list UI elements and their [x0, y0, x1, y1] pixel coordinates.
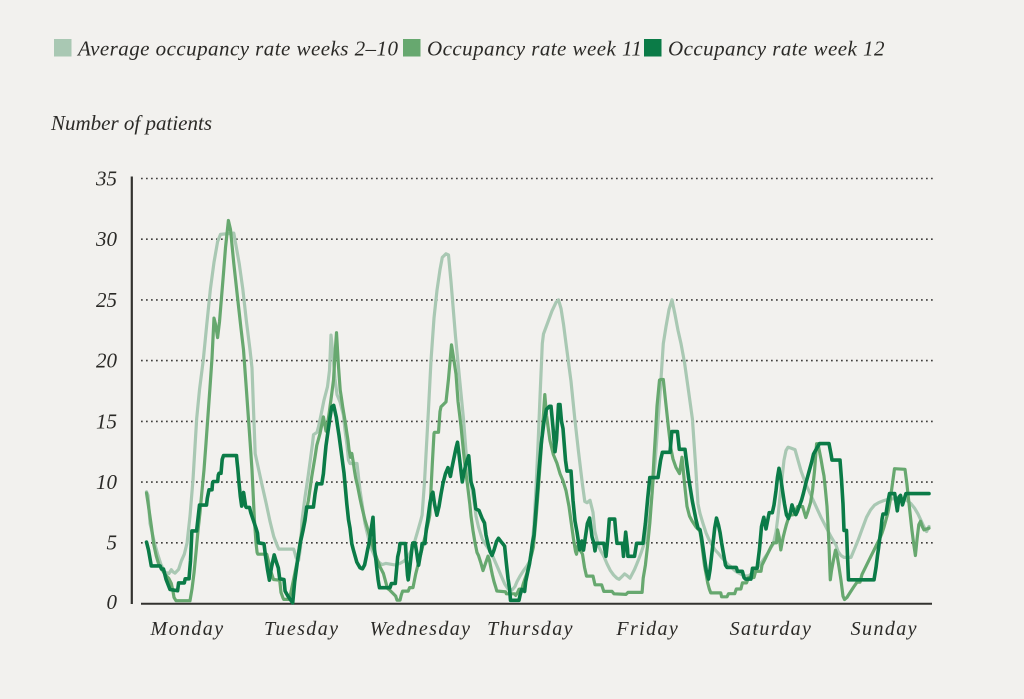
svg-text:Wednesday: Wednesday: [370, 618, 472, 640]
svg-text:20: 20: [96, 349, 118, 373]
svg-text:Friday: Friday: [615, 618, 679, 640]
svg-text:5: 5: [107, 531, 118, 555]
svg-text:0: 0: [107, 590, 118, 614]
svg-text:Sunday: Sunday: [851, 618, 918, 640]
svg-text:Saturday: Saturday: [730, 618, 813, 640]
svg-text:30: 30: [95, 227, 118, 251]
svg-text:Monday: Monday: [150, 618, 225, 640]
svg-text:10: 10: [96, 470, 118, 494]
svg-text:Occupancy rate week 11: Occupancy rate week 11: [427, 37, 642, 61]
svg-text:Thursday: Thursday: [487, 618, 574, 640]
svg-text:15: 15: [96, 409, 117, 433]
svg-text:Number of patients: Number of patients: [50, 111, 212, 135]
svg-text:Tuesday: Tuesday: [264, 618, 339, 640]
svg-text:25: 25: [96, 288, 117, 312]
svg-text:35: 35: [95, 166, 117, 190]
svg-text:Average occupancy rate weeks 2: Average occupancy rate weeks 2–10: [76, 37, 398, 61]
svg-text:Occupancy rate week 12: Occupancy rate week 12: [668, 37, 885, 61]
